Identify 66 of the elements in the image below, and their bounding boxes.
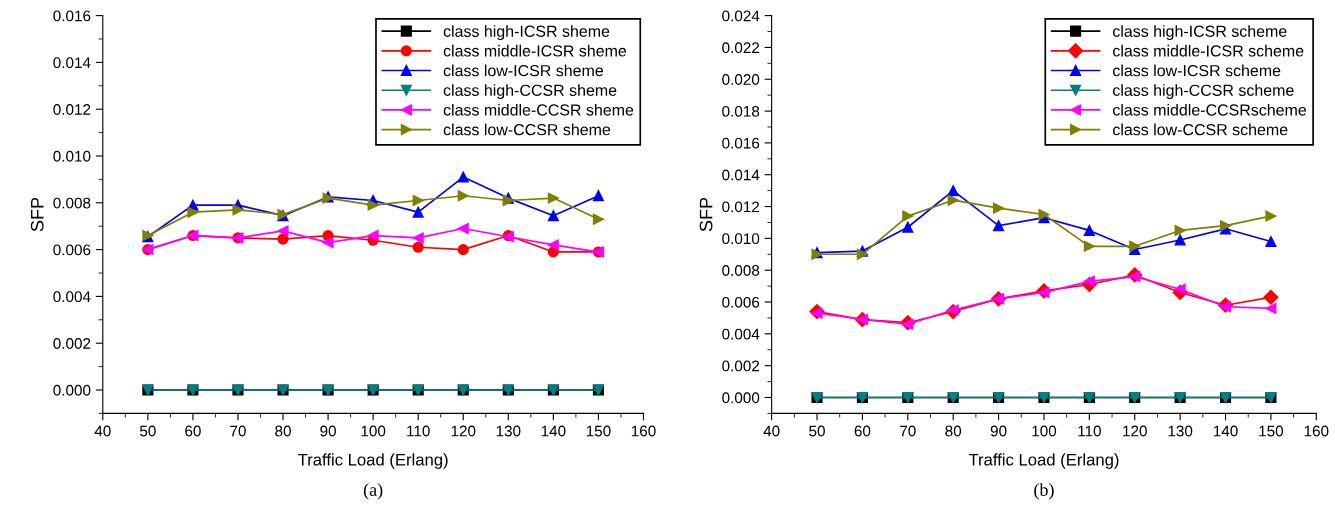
y-tick-label: 0.008 <box>53 197 91 209</box>
y-tick-label: 0.024 <box>722 10 760 22</box>
x-tick-label: 50 <box>139 425 156 437</box>
legend-label: class low-ICSR scheme <box>1113 64 1281 77</box>
x-tick-label: 90 <box>990 425 1007 437</box>
legend-label: class high-ICSR scheme <box>1113 25 1287 41</box>
text: (b) <box>1034 483 1054 500</box>
y-tick-label: 0.004 <box>53 291 91 303</box>
y-tick-label: 0.016 <box>722 137 760 149</box>
x-tick-label: 130 <box>1168 425 1193 437</box>
x-tick-label: 40 <box>763 425 780 437</box>
legend-label: class middle-CCSR sheme <box>443 103 634 116</box>
text: (a) <box>363 483 383 500</box>
y-tick-label: 0.004 <box>722 328 760 340</box>
x-axis-title: Traffic Load (Erlang) <box>298 453 448 469</box>
y-axis-title: SFP <box>30 197 44 232</box>
x-tick-label: 60 <box>854 425 871 437</box>
x-tick-label: 150 <box>1259 425 1284 437</box>
legend-label: class middle-CCSRscheme <box>1113 103 1307 116</box>
x-tick-label: 160 <box>631 425 656 437</box>
legend-label: class low-ICSR sheme <box>443 64 603 77</box>
y-tick-label: 0.014 <box>722 169 760 181</box>
y-tick-label: 0.002 <box>53 338 91 349</box>
x-tick-label: 100 <box>1032 425 1057 437</box>
x-tick-label: 150 <box>586 425 611 437</box>
y-tick-label: 0.006 <box>722 296 760 308</box>
y-tick-label: 0.010 <box>53 150 91 162</box>
x-tick-label: 80 <box>945 425 962 437</box>
legend-label: class high-CCSR scheme <box>1113 84 1294 100</box>
x-tick-label: 160 <box>1304 425 1329 437</box>
x-tick-label: 70 <box>900 425 916 437</box>
legend-label: class middle-ICSR scheme <box>1113 44 1304 57</box>
x-tick-label: 140 <box>541 425 566 437</box>
x-tick-label: 110 <box>407 425 430 437</box>
x-tick-label: 60 <box>185 425 201 437</box>
y-tick-label: 0.012 <box>722 201 760 213</box>
y-tick-label: 0.006 <box>53 244 91 256</box>
x-tick-label: 100 <box>361 425 386 437</box>
y-tick-label: 0.014 <box>53 57 91 69</box>
x-tick-label: 120 <box>451 425 476 437</box>
x-tick-label: 70 <box>230 425 246 437</box>
x-axis-title: Traffic Load (Erlang) <box>968 453 1119 469</box>
y-tick-label: 0.000 <box>722 392 760 404</box>
legend-label: class high-CCSR sheme <box>443 84 617 100</box>
y-tick-label: 0.002 <box>722 360 760 372</box>
x-tick-label: 90 <box>320 425 336 437</box>
x-tick-label: 130 <box>496 425 521 437</box>
x-tick-label: 120 <box>1123 425 1147 437</box>
x-tick-label: 140 <box>1213 425 1238 437</box>
legend-label: class middle-ICSR sheme <box>443 44 627 57</box>
y-tick-label: 0.010 <box>722 233 760 245</box>
x-tick-label: 40 <box>94 425 111 437</box>
legend-label: class low-CCSR sheme <box>443 123 611 136</box>
x-tick-label: 80 <box>275 425 291 437</box>
legend-label: class low-CCSR scheme <box>1113 123 1288 136</box>
legend-label: class high-ICSR sheme <box>443 25 610 41</box>
y-tick-label: 0.012 <box>53 104 91 115</box>
y-tick-label: 0.018 <box>722 105 760 117</box>
y-tick-label: 0.000 <box>53 384 91 396</box>
y-axis-title: SFP <box>699 197 713 232</box>
y-tick-label: 0.016 <box>53 10 91 22</box>
y-tick-label: 0.008 <box>722 265 760 276</box>
y-tick-label: 0.022 <box>722 42 760 54</box>
x-tick-label: 50 <box>809 425 825 437</box>
y-tick-label: 0.020 <box>722 74 760 85</box>
x-tick-label: 110 <box>1078 425 1101 437</box>
